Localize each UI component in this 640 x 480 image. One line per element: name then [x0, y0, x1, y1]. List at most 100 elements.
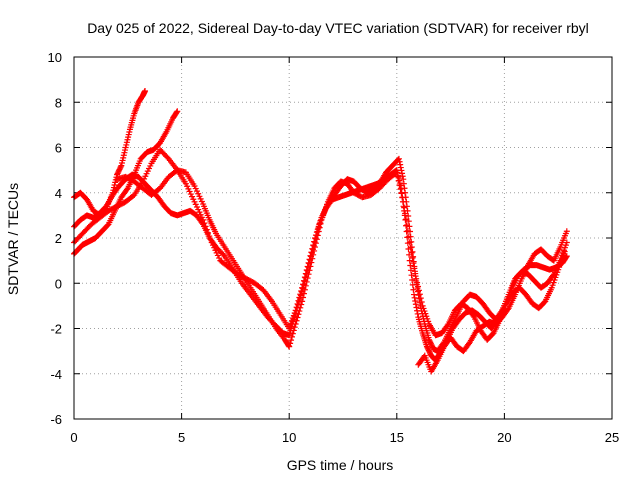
data-point-fill — [401, 185, 408, 192]
data-point-fill — [401, 204, 408, 211]
data-point-fill — [313, 236, 320, 243]
data-point-fill — [295, 311, 302, 318]
data-point-fill — [403, 216, 410, 223]
data-point-fill — [405, 213, 412, 220]
data-point — [406, 239, 413, 246]
y-tick-label: 0 — [55, 276, 62, 291]
data-point — [395, 155, 402, 162]
data-point-fill — [398, 167, 405, 174]
data-point-fill — [300, 294, 307, 301]
data-point-fill — [202, 223, 209, 230]
data-point-fill — [302, 282, 309, 289]
data-point-fill — [412, 301, 419, 308]
data-point-fill — [412, 298, 419, 305]
series-track-b — [71, 108, 181, 257]
data-point-fill — [415, 283, 422, 290]
data-point-fill — [300, 290, 307, 297]
data-point-fill — [399, 194, 406, 201]
data-point-fill — [290, 327, 297, 334]
data-point-fill — [397, 186, 404, 193]
y-tick-label: -2 — [50, 322, 62, 337]
data-point — [286, 343, 293, 350]
data-point-fill — [301, 286, 308, 293]
data-point-fill — [303, 278, 310, 285]
data-point-fill — [414, 279, 421, 286]
y-tick-label: 10 — [48, 50, 62, 65]
data-point-fill — [302, 270, 309, 277]
y-tick-label: 6 — [55, 141, 62, 156]
data-point — [408, 244, 415, 251]
data-point-fill — [317, 220, 324, 227]
data-point-fill — [404, 227, 411, 234]
data-point-fill — [410, 260, 417, 267]
data-point-fill — [220, 251, 227, 258]
y-tick-labels: -6 -4 -2 0 2 4 6 8 10 — [48, 50, 62, 427]
data-point-fill — [117, 163, 124, 170]
data-point — [563, 253, 570, 260]
data-point-fill — [392, 170, 399, 177]
y-tick-label: 8 — [55, 95, 62, 110]
data-point-fill — [316, 224, 323, 231]
x-tick-label: 15 — [390, 430, 404, 445]
data-point-fill — [205, 229, 212, 236]
data-point — [305, 271, 312, 278]
data-point-fill — [416, 291, 423, 298]
x-tick-label: 20 — [497, 430, 511, 445]
data-point-fill — [293, 304, 300, 311]
x-tick-label: 0 — [70, 430, 77, 445]
data-point-fill — [309, 255, 316, 262]
data-point-fill — [411, 265, 418, 272]
data-point-fill — [288, 337, 295, 344]
y-tick-label: -6 — [50, 412, 62, 427]
data-point — [174, 108, 181, 115]
data-point-fill — [418, 298, 425, 305]
data-point-fill — [314, 232, 321, 239]
data-point-fill — [407, 244, 414, 251]
data-point — [142, 87, 149, 94]
data-point-fill — [295, 297, 302, 304]
data-point-fill — [403, 222, 410, 229]
x-tick-label: 10 — [282, 430, 296, 445]
data-point — [393, 169, 400, 176]
data-point-fill — [408, 249, 415, 256]
data-point-fill — [408, 272, 415, 279]
data-point-fill — [294, 314, 301, 321]
y-tick-label: 2 — [55, 231, 62, 246]
data-point-fill — [289, 330, 296, 337]
data-point-fill — [504, 306, 511, 313]
data-point-fill — [396, 158, 403, 165]
data-point — [411, 291, 418, 298]
data-point-fill — [311, 247, 318, 254]
data-point-fill — [411, 294, 418, 301]
data-point-fill — [417, 295, 424, 302]
points-layer — [71, 87, 570, 375]
x-tick-label: 25 — [605, 430, 619, 445]
data-point-fill — [300, 277, 307, 284]
data-point — [292, 320, 299, 327]
data-point-fill — [288, 333, 295, 340]
series-track-e — [114, 167, 568, 350]
data-point-fill — [173, 109, 180, 116]
data-point-fill — [294, 300, 301, 307]
data-point-fill — [312, 240, 319, 247]
plot-frame — [73, 56, 613, 420]
x-tick-label: 5 — [178, 430, 185, 445]
data-point-fill — [409, 255, 416, 262]
data-point — [413, 275, 420, 282]
data-point-fill — [207, 236, 214, 243]
data-point-fill — [123, 186, 130, 193]
chart-title: Day 025 of 2022, Sidereal Day-to-day VTE… — [87, 20, 589, 36]
data-point-fill — [394, 173, 401, 180]
data-point-fill — [203, 226, 210, 233]
data-point — [402, 216, 409, 223]
data-point-fill — [201, 220, 208, 227]
data-point-fill — [395, 177, 402, 184]
data-point-fill — [470, 312, 477, 319]
data-point-fill — [308, 259, 315, 266]
data-point-fill — [291, 324, 298, 331]
data-point-fill — [315, 228, 322, 235]
data-point-fill — [409, 248, 416, 255]
data-point-fill — [415, 287, 422, 294]
